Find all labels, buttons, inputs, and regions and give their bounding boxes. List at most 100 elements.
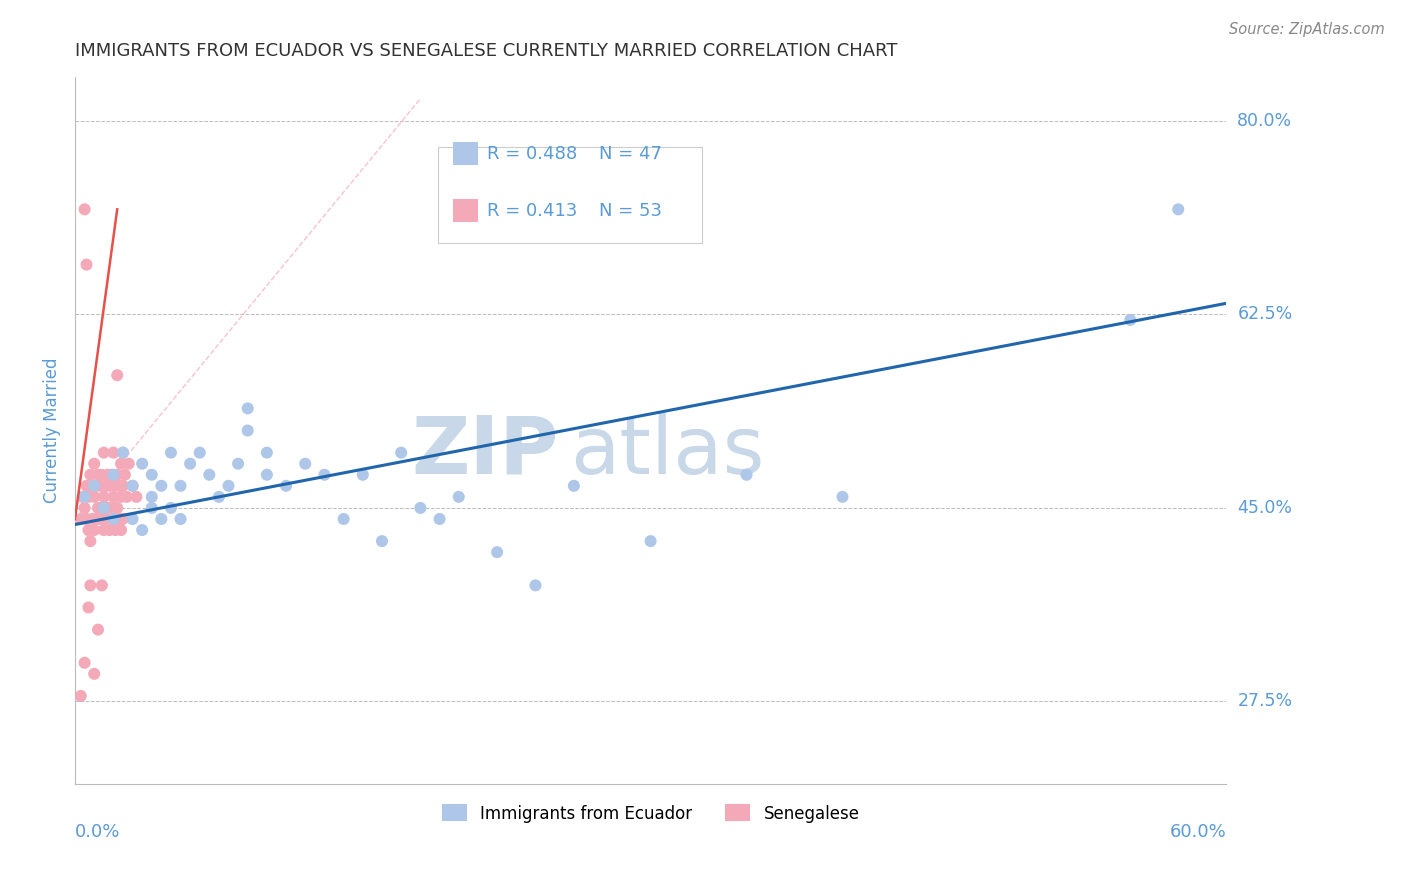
Text: R = 0.413: R = 0.413 xyxy=(486,202,578,220)
FancyBboxPatch shape xyxy=(453,199,478,222)
Point xyxy=(160,500,183,515)
Point xyxy=(82,512,104,526)
Point xyxy=(111,445,134,459)
Point xyxy=(409,500,432,515)
Point xyxy=(294,457,316,471)
Point xyxy=(77,523,100,537)
Y-axis label: Currently Married: Currently Married xyxy=(44,358,60,503)
Point xyxy=(77,490,100,504)
Point xyxy=(831,490,853,504)
Point xyxy=(131,457,153,471)
Point xyxy=(169,479,191,493)
Legend: Immigrants from Ecuador, Senegalese: Immigrants from Ecuador, Senegalese xyxy=(434,797,866,830)
Point xyxy=(226,457,249,471)
Point xyxy=(105,467,128,482)
Text: atlas: atlas xyxy=(569,413,765,491)
Point xyxy=(118,457,141,471)
Point xyxy=(105,368,128,383)
Point xyxy=(111,479,134,493)
Text: ZIP: ZIP xyxy=(412,413,558,491)
Point xyxy=(98,523,121,537)
Point xyxy=(76,512,98,526)
Point xyxy=(524,578,547,592)
Point xyxy=(73,490,96,504)
Point xyxy=(121,479,143,493)
Point xyxy=(198,467,221,482)
Point xyxy=(93,445,115,459)
Point xyxy=(169,512,191,526)
Point xyxy=(84,512,107,526)
Point xyxy=(110,490,132,504)
Point xyxy=(110,523,132,537)
Text: 80.0%: 80.0% xyxy=(1237,112,1292,130)
Point xyxy=(104,479,127,493)
Text: 45.0%: 45.0% xyxy=(1237,499,1292,517)
Point xyxy=(218,479,240,493)
Point xyxy=(121,512,143,526)
Point xyxy=(89,479,111,493)
Point xyxy=(486,545,509,559)
Point xyxy=(735,467,758,482)
Point xyxy=(179,457,201,471)
Text: Source: ZipAtlas.com: Source: ZipAtlas.com xyxy=(1229,22,1385,37)
Point xyxy=(150,479,173,493)
Point xyxy=(83,479,105,493)
Point xyxy=(429,512,451,526)
Point xyxy=(90,500,112,515)
Point xyxy=(103,445,125,459)
Point xyxy=(82,479,104,493)
Point xyxy=(72,490,94,504)
Point xyxy=(83,523,105,537)
Point xyxy=(93,490,115,504)
Text: 0.0%: 0.0% xyxy=(75,823,121,841)
Point xyxy=(352,467,374,482)
Point xyxy=(83,490,105,504)
Point xyxy=(114,467,136,482)
Point xyxy=(97,467,120,482)
Point xyxy=(103,512,125,526)
Point xyxy=(274,479,297,493)
Point xyxy=(1119,313,1142,327)
Text: 62.5%: 62.5% xyxy=(1237,305,1292,324)
Point xyxy=(87,500,110,515)
Point xyxy=(371,534,394,549)
Text: R = 0.488: R = 0.488 xyxy=(486,145,578,163)
Point xyxy=(115,490,138,504)
Point xyxy=(79,534,101,549)
Point xyxy=(141,467,163,482)
Point xyxy=(104,523,127,537)
Text: 27.5%: 27.5% xyxy=(1237,692,1292,711)
Text: 60.0%: 60.0% xyxy=(1170,823,1226,841)
Point xyxy=(100,500,122,515)
Point xyxy=(389,445,412,459)
Point xyxy=(77,600,100,615)
Point xyxy=(69,512,91,526)
Point xyxy=(90,467,112,482)
Point xyxy=(93,523,115,537)
Point xyxy=(256,467,278,482)
Point xyxy=(94,479,117,493)
Point xyxy=(98,479,121,493)
Point xyxy=(131,523,153,537)
Point xyxy=(84,479,107,493)
Point xyxy=(332,512,354,526)
Text: N = 47: N = 47 xyxy=(599,145,662,163)
Point xyxy=(562,479,585,493)
Point xyxy=(79,578,101,592)
Point xyxy=(87,623,110,637)
Point xyxy=(76,479,98,493)
Point xyxy=(188,445,211,459)
Point xyxy=(103,467,125,482)
Point xyxy=(208,490,231,504)
Text: N = 53: N = 53 xyxy=(599,202,662,220)
Point xyxy=(141,490,163,504)
Point xyxy=(103,512,125,526)
Point xyxy=(111,512,134,526)
Point xyxy=(89,512,111,526)
Point xyxy=(121,479,143,493)
Point xyxy=(141,500,163,515)
Point xyxy=(73,202,96,217)
Point xyxy=(97,500,120,515)
Point xyxy=(150,512,173,526)
Point xyxy=(314,467,336,482)
